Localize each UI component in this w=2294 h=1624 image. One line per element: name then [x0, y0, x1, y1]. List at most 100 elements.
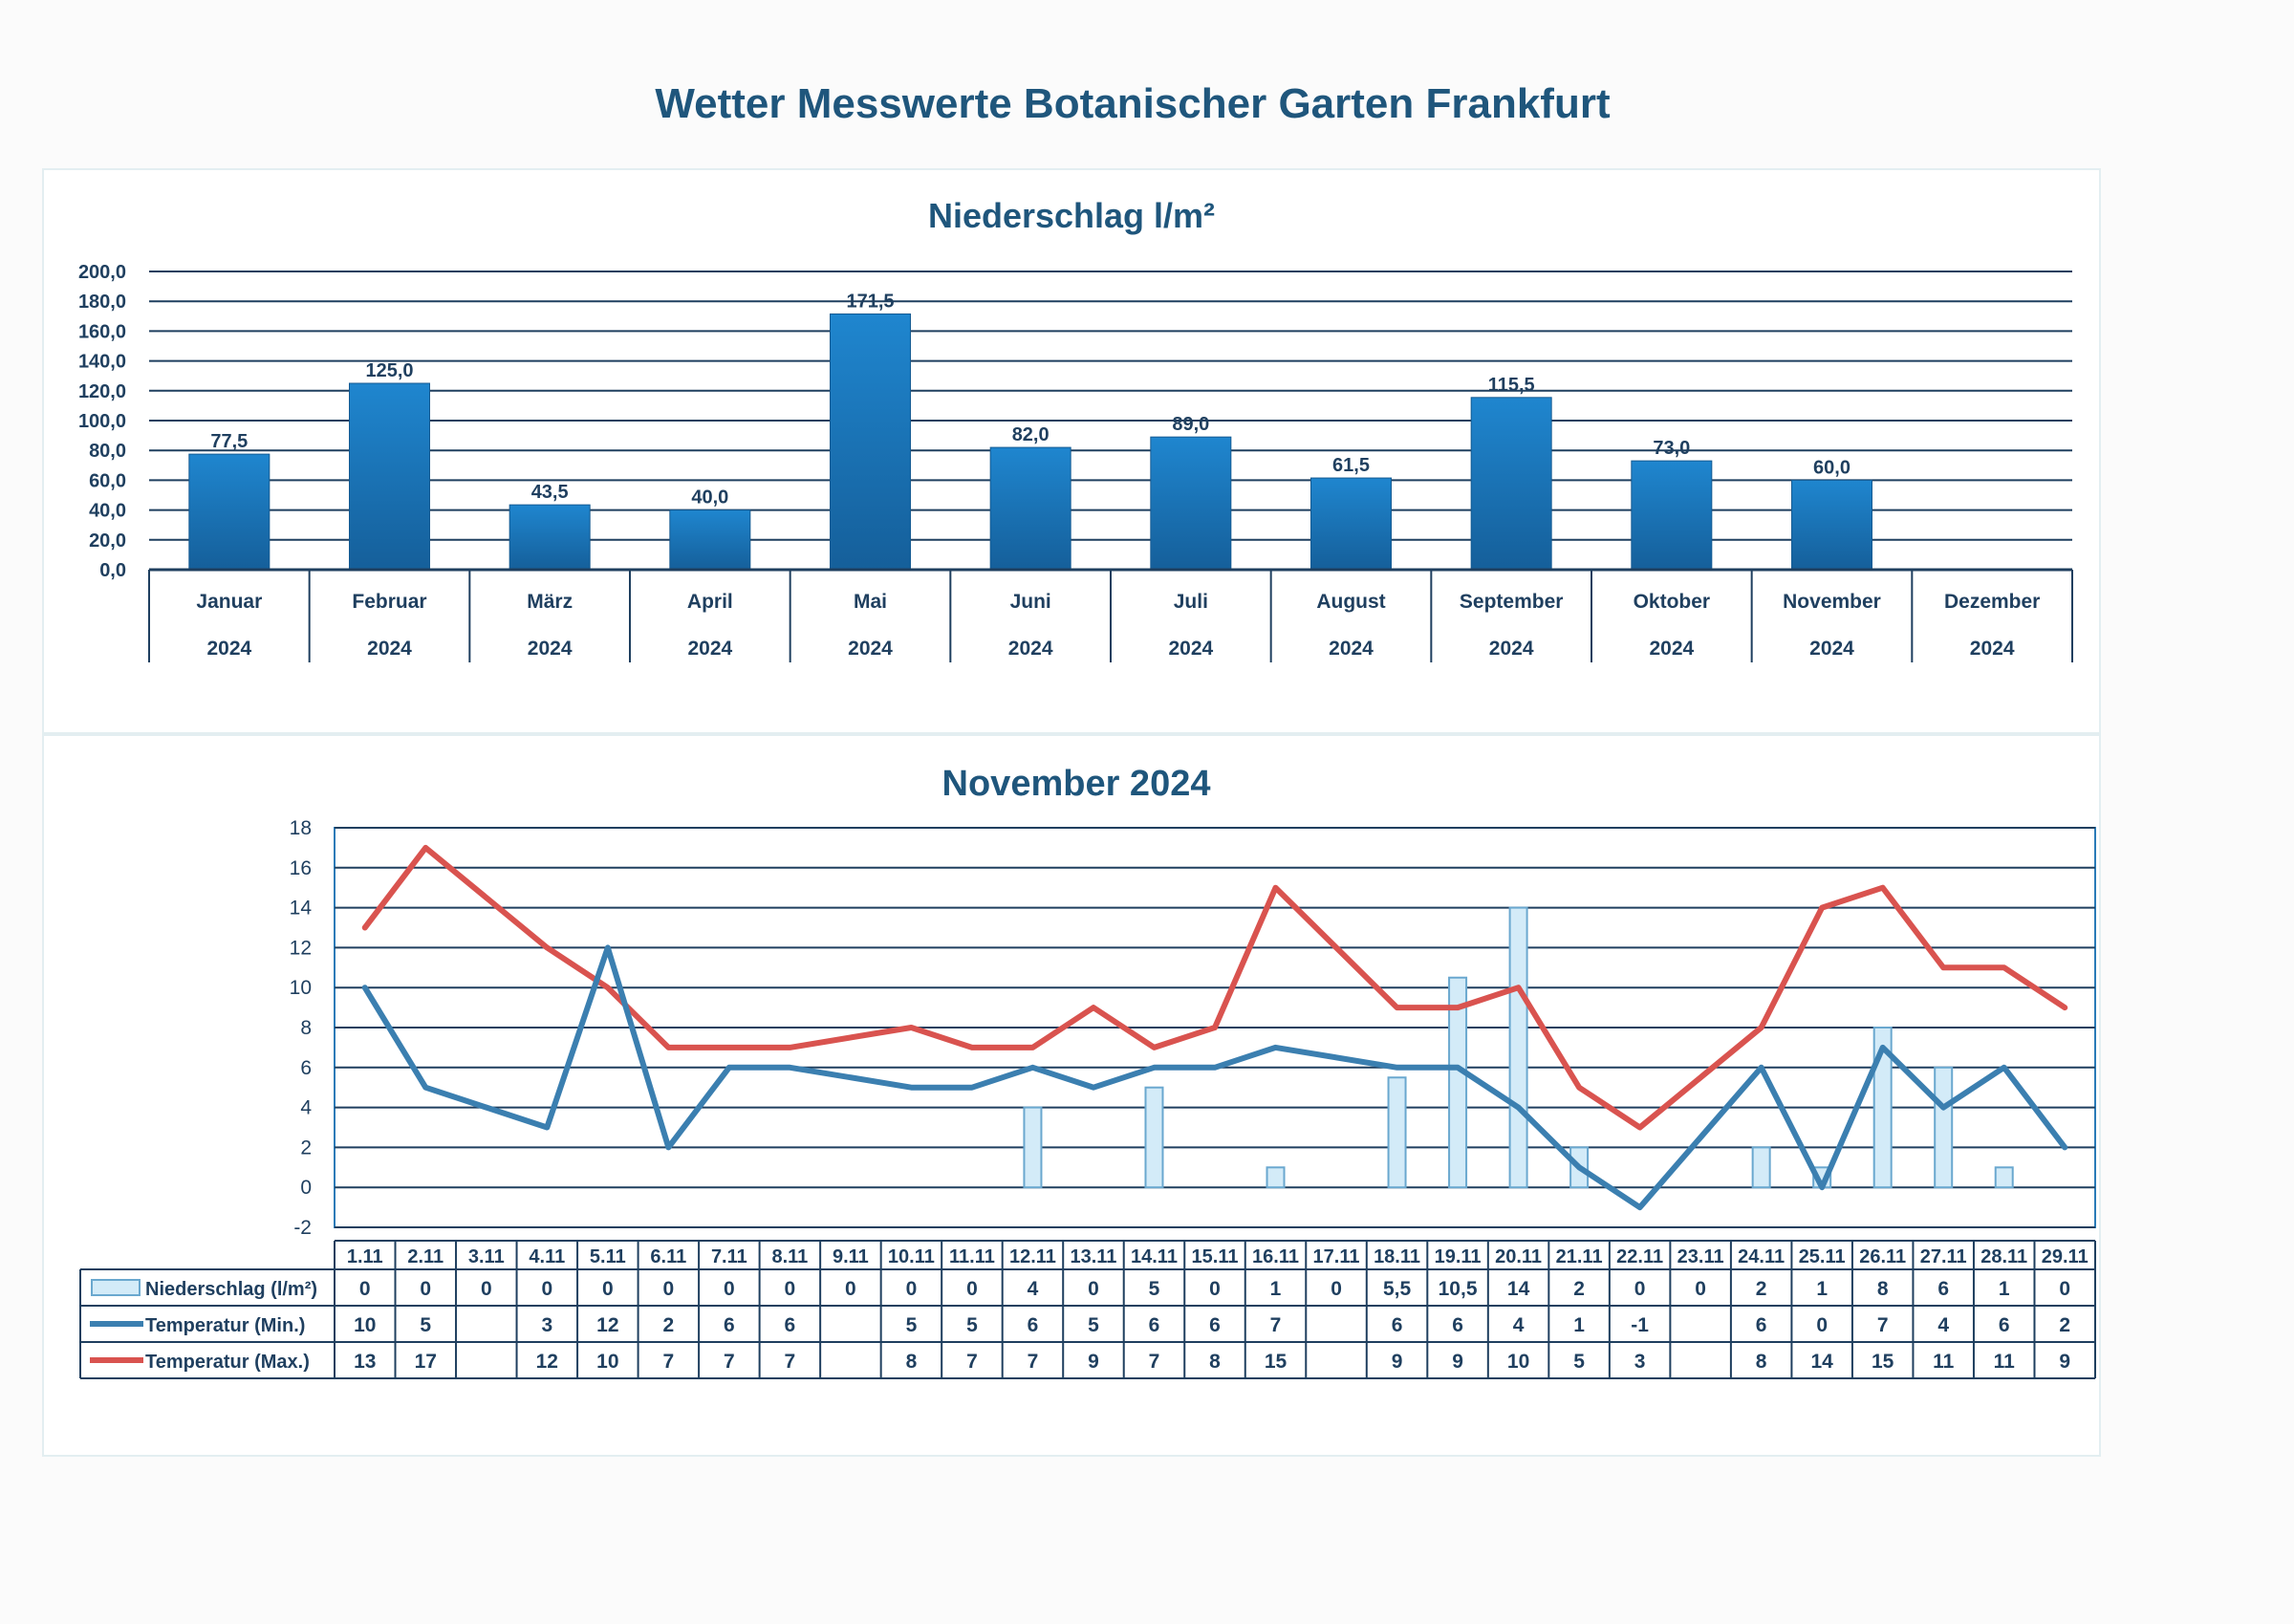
- y-tick-label: 18: [290, 817, 312, 839]
- table-value: 6: [1149, 1314, 1160, 1336]
- table-value: 8: [1877, 1278, 1889, 1300]
- y-tick-label: 40,0: [89, 501, 126, 522]
- y-tick-label: 160,0: [78, 321, 126, 342]
- bar: [188, 453, 271, 571]
- x-tick-label: September: [1460, 591, 1564, 613]
- legend-key-rain: [91, 1279, 141, 1296]
- x-tick-label: 3.11: [468, 1246, 505, 1267]
- y-tick-label: 2: [300, 1137, 312, 1158]
- rain-bar: [1994, 1166, 2014, 1189]
- table-value: 11: [1994, 1351, 2016, 1373]
- x-tick-label: 25.11: [1799, 1246, 1846, 1267]
- x-tick-label: 18.11: [1374, 1246, 1420, 1267]
- table-value: 7: [1028, 1351, 1039, 1373]
- x-tick-label: 26.11: [1859, 1246, 1906, 1267]
- table-value: 13: [354, 1351, 376, 1373]
- table-value: 5: [1088, 1314, 1099, 1336]
- table-value: 5: [906, 1314, 918, 1336]
- x-tick-label: 10.11: [888, 1246, 935, 1267]
- table-value: 10: [1507, 1351, 1529, 1373]
- table-value: 2: [1573, 1278, 1585, 1300]
- rain-bar: [1872, 1027, 1893, 1189]
- table-value: 9: [1392, 1351, 1403, 1373]
- x-tick-year-label: 2024: [528, 638, 573, 660]
- x-tick-label: 13.11: [1070, 1246, 1116, 1267]
- table-value: 6: [785, 1314, 796, 1336]
- x-tick-label: Februar: [352, 591, 426, 613]
- x-tick-label: 4.11: [529, 1246, 565, 1267]
- x-tick-year-label: 2024: [1008, 638, 1053, 660]
- table-value: 8: [906, 1351, 918, 1373]
- x-tick-label: 9.11: [833, 1246, 869, 1267]
- x-tick-label: 2.11: [407, 1246, 444, 1267]
- x-tick-label: April: [687, 591, 733, 613]
- table-value: 0: [541, 1278, 552, 1300]
- table-value: 10: [354, 1314, 376, 1336]
- x-tick-year-label: 2024: [1809, 638, 1854, 660]
- x-tick-label: 15.11: [1192, 1246, 1239, 1267]
- x-tick-label: Juli: [1174, 591, 1208, 613]
- rain-chart: Niederschlag l/m² 0,0 20,0 40,0 60,0 80,0 100,…: [78, 196, 2073, 662]
- rain-bar: [1144, 1086, 1164, 1189]
- table-value: 15: [1265, 1351, 1288, 1373]
- y-tick-label: 200,0: [78, 262, 126, 283]
- table-value: 9: [1088, 1351, 1099, 1373]
- bar: [349, 382, 430, 571]
- y-tick-label: 14: [290, 898, 313, 920]
- bar-value-label: 73,0: [1653, 438, 1690, 459]
- table-value: 8: [1209, 1351, 1221, 1373]
- table-value: 3: [1634, 1351, 1646, 1373]
- y-tick-label: 100,0: [78, 411, 126, 432]
- table-value: 1: [1999, 1278, 2010, 1300]
- x-tick-label: 19.11: [1435, 1246, 1482, 1267]
- table-value: 7: [1149, 1351, 1160, 1373]
- table-value: 0: [845, 1278, 856, 1300]
- table-value: 4: [1513, 1314, 1525, 1336]
- bar: [1631, 460, 1713, 571]
- y-tick-label: 180,0: [78, 292, 126, 313]
- table-value: 9: [1452, 1351, 1463, 1373]
- rain-bar: [1266, 1166, 1286, 1189]
- y-tick-label: 8: [300, 1017, 312, 1039]
- legend-label: Temperatur (Min.): [145, 1315, 305, 1336]
- temp-max-line: [361, 844, 2068, 1131]
- x-tick-label: Juni: [1010, 591, 1051, 613]
- table-value: 0: [785, 1278, 796, 1300]
- table-value: 6: [1452, 1314, 1463, 1336]
- x-tick-year-label: 2024: [206, 638, 251, 660]
- y-tick-label: 6: [300, 1057, 312, 1079]
- x-tick-label: 14.11: [1131, 1246, 1178, 1267]
- x-tick-label: 17.11: [1313, 1246, 1360, 1267]
- table-value: 9: [2059, 1351, 2070, 1373]
- table-value: 0: [481, 1278, 492, 1300]
- table-value: 7: [1877, 1314, 1889, 1336]
- table-value: 12: [596, 1314, 618, 1336]
- table-value: 1: [1270, 1278, 1282, 1300]
- bar: [1791, 479, 1872, 571]
- x-tick-label: Dezember: [1944, 591, 2040, 613]
- x-tick-year-label: 2024: [1489, 638, 1534, 660]
- y-tick-label: 140,0: [78, 352, 126, 373]
- y-tick-label: 20,0: [89, 531, 126, 552]
- y-tick-label: 16: [290, 857, 312, 879]
- table-value: 17: [415, 1351, 437, 1373]
- x-tick-label: 12.11: [1009, 1246, 1056, 1267]
- table-value: 10,5: [1439, 1278, 1478, 1300]
- bar: [1470, 397, 1552, 571]
- temp-min-line: [361, 944, 2068, 1211]
- bar-value-label: 60,0: [1813, 457, 1850, 478]
- x-tick-label: August: [1316, 591, 1385, 613]
- table-value: 4: [1937, 1314, 1949, 1336]
- table-value: 7: [1270, 1314, 1282, 1336]
- y-tick-label: 0,0: [99, 560, 126, 581]
- bar-value-label: 61,5: [1332, 455, 1370, 476]
- bar-value-label: 115,5: [1488, 375, 1535, 396]
- table-value: 14: [1507, 1278, 1530, 1300]
- y-tick-label: 0: [300, 1177, 312, 1199]
- table-value: 0: [724, 1278, 735, 1300]
- x-tick-year-label: 2024: [1649, 638, 1694, 660]
- x-tick-label: November: [1783, 591, 1881, 613]
- table-value: 2: [1756, 1278, 1767, 1300]
